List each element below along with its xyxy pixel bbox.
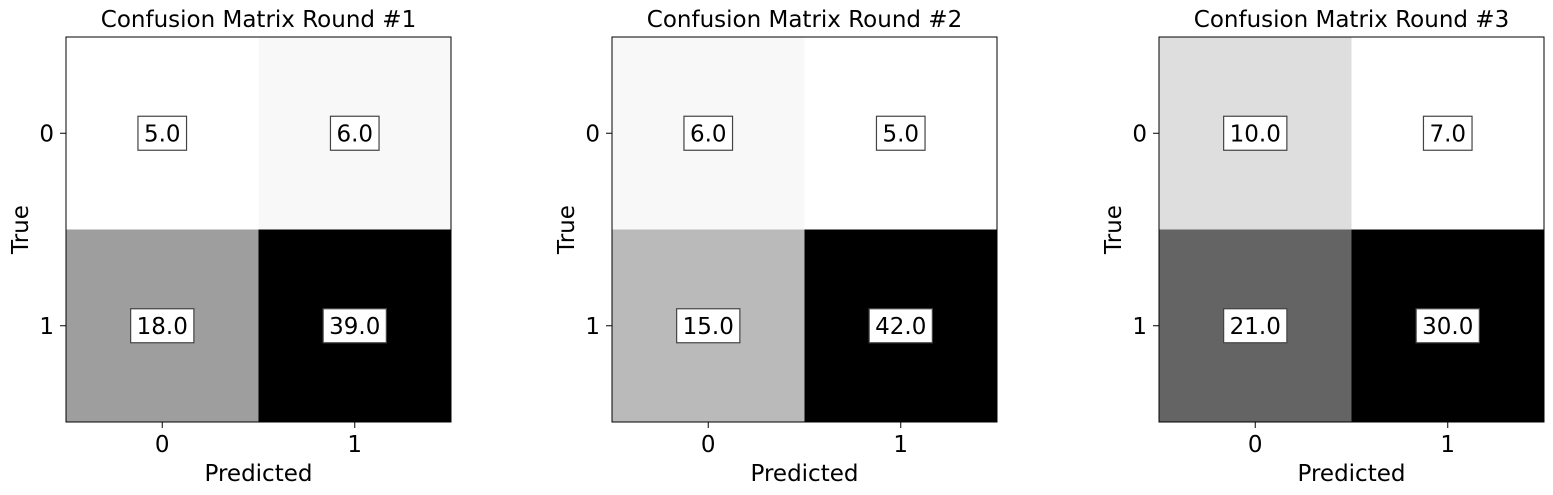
cell-label-box	[329, 115, 380, 151]
axes-frame	[65, 36, 452, 423]
cell-value-label: 7.0	[1422, 115, 1473, 151]
cell-value: 5.0	[144, 121, 181, 147]
cell-label-box	[1223, 308, 1288, 344]
x-tick-label: 1	[347, 432, 362, 458]
cell-value-label: 18.0	[130, 308, 195, 344]
cell-value-label: 39.0	[322, 308, 387, 344]
x-tick-label: 0	[701, 432, 716, 458]
axes-frame	[611, 36, 998, 423]
cell-label-box	[683, 115, 734, 151]
chart-title: Confusion Matrix Round #3	[1194, 7, 1509, 33]
cell-value: 18.0	[137, 314, 188, 340]
y-tick-label: 0	[1132, 121, 1147, 147]
cell-value: 15.0	[683, 314, 734, 340]
cell-value: 6.0	[336, 121, 373, 147]
y-tick-label: 0	[585, 121, 600, 147]
x-tick-label: 0	[155, 432, 170, 458]
cell-value-label: 21.0	[1223, 308, 1288, 344]
cell-label-box	[130, 308, 195, 344]
x-tick-label: 1	[1440, 432, 1455, 458]
cell-value-label: 6.0	[329, 115, 380, 151]
cell-value: 10.0	[1230, 121, 1281, 147]
cell-value: 39.0	[329, 314, 380, 340]
cell-value-label: 10.0	[1223, 115, 1288, 151]
y-tick-label: 1	[585, 314, 600, 340]
y-axis-label: True	[1101, 205, 1127, 255]
cell-value: 21.0	[1230, 314, 1281, 340]
confusion-matrix-3: Confusion Matrix Round #3 10.0 7.0 21.0 30.0…	[1101, 7, 1545, 487]
cell-label-box	[322, 308, 387, 344]
x-axis-label: Predicted	[1298, 461, 1406, 487]
cell-label-box	[875, 115, 926, 151]
cell-label-box	[1415, 308, 1480, 344]
cell-value-label: 5.0	[875, 115, 926, 151]
cell-value-label: 30.0	[1415, 308, 1480, 344]
cell-label-box	[137, 115, 188, 151]
y-tick-label: 0	[39, 121, 54, 147]
cell-label-box	[868, 308, 933, 344]
y-tick-label: 1	[1132, 314, 1147, 340]
confusion-matrix-1: Confusion Matrix Round #1 5.0 6.0 18.0 39.0 0…	[8, 7, 452, 487]
cell-value-label: 5.0	[137, 115, 188, 151]
cell-value-label: 15.0	[676, 308, 741, 344]
x-tick-label: 0	[1248, 432, 1263, 458]
chart-title: Confusion Matrix Round #1	[101, 7, 416, 33]
cell-value: 42.0	[875, 314, 926, 340]
cell-value: 5.0	[882, 121, 919, 147]
x-axis-label: Predicted	[751, 461, 859, 487]
cell-value: 30.0	[1422, 314, 1473, 340]
cell-label-box	[1422, 115, 1473, 151]
cell-label-box	[1223, 115, 1288, 151]
chart-title: Confusion Matrix Round #2	[647, 7, 962, 33]
cell-label-box	[676, 308, 741, 344]
cell-value-label: 6.0	[683, 115, 734, 151]
y-axis-label: True	[554, 205, 580, 255]
cell-value: 6.0	[690, 121, 727, 147]
axes-frame	[1158, 36, 1545, 423]
cell-value-label: 42.0	[868, 308, 933, 344]
y-tick-label: 1	[39, 314, 54, 340]
confusion-matrix-2: Confusion Matrix Round #2 6.0 5.0 15.0 42.0 0…	[554, 7, 998, 487]
cell-value: 7.0	[1429, 121, 1466, 147]
y-axis-label: True	[8, 205, 34, 255]
x-tick-label: 1	[893, 432, 908, 458]
x-axis-label: Predicted	[205, 461, 313, 487]
